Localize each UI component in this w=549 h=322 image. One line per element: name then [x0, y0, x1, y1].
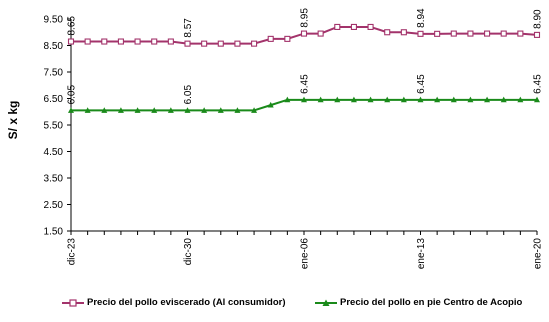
series-point: [84, 38, 91, 45]
data-label: 8.95: [300, 8, 311, 28]
data-label: 8.57: [183, 18, 194, 38]
series-point: [151, 107, 158, 113]
series-point: [217, 107, 224, 113]
series-point: [434, 96, 441, 103]
y-tick-label: 2.50: [44, 200, 64, 211]
series-point: [251, 107, 258, 113]
series-point: [167, 38, 174, 45]
legend-label-en-pie: Precio del pollo en pie Centro de Acopio: [340, 297, 523, 308]
series-point: [68, 107, 74, 113]
series-point: [334, 96, 341, 103]
x-tick-label: dic-30: [183, 238, 194, 266]
series-point: [234, 40, 241, 47]
y-tick-label: 8.50: [44, 41, 64, 52]
series-point: [434, 30, 441, 37]
series-point: [300, 30, 308, 37]
series-point: [533, 31, 541, 38]
series-point: [350, 23, 357, 31]
legend-marker-eviscerado: [62, 298, 84, 307]
series-point: [284, 35, 291, 42]
data-label: 6.05: [67, 85, 78, 105]
series-point: [84, 107, 91, 113]
axes: 1.50 2.50 3.50 4.50 5.50 6.50 7.50 8.50 9.50 dic-…: [44, 15, 544, 270]
x-tick-label: ene-06: [300, 238, 311, 270]
x-tick-label: ene-20: [533, 238, 544, 270]
series-point: [317, 96, 324, 103]
data-label: 6.05: [183, 85, 194, 105]
y-tick-label: 5.50: [44, 121, 64, 132]
series-point: [400, 29, 407, 36]
series-point: [267, 35, 274, 42]
series-point: [234, 107, 241, 113]
price-line-chart: S/ x kg 1.50 2.50 3.50 4.50 5.50 6.50 7.50 8.50…: [6, 8, 544, 270]
x-tick-label: dic-23: [67, 238, 78, 266]
series-point: [534, 96, 540, 103]
series-point: [500, 30, 507, 37]
series-point: [117, 107, 124, 113]
y-tick-label: 7.50: [44, 68, 64, 79]
data-label: 8.65: [67, 16, 78, 36]
series-point: [67, 38, 75, 45]
series-point: [201, 40, 208, 47]
series-point: [101, 107, 108, 113]
series-point: [167, 107, 174, 113]
data-labels-layer: 8.65 8.57 8.95 8.94 8.90 6.05 6.05 6.45 6.45 6.45: [67, 8, 544, 105]
series-point: [400, 96, 407, 103]
y-tick-label: 4.50: [44, 147, 64, 158]
series-point: [384, 96, 391, 103]
data-label: 6.45: [533, 74, 544, 94]
series-point: [101, 38, 108, 45]
y-tick-label: 9.50: [44, 15, 64, 26]
x-tick-label: ene-13: [416, 238, 427, 270]
series-point: [467, 30, 474, 37]
series-point: [284, 96, 291, 103]
series-point: [450, 30, 457, 37]
series-point: [500, 96, 507, 103]
y-tick-label: 1.50: [44, 227, 64, 238]
series-point: [151, 38, 158, 45]
series-point: [367, 23, 374, 31]
series-point: [317, 30, 324, 37]
series-point: [350, 96, 357, 103]
series-point: [117, 38, 124, 45]
series-point: [417, 96, 424, 103]
y-tick-label: 3.50: [44, 174, 64, 185]
y-tick-label: 6.50: [44, 94, 64, 105]
legend-item-en-pie: Precio del pollo en pie Centro de Acopio: [315, 297, 522, 308]
series-point: [467, 96, 474, 103]
legend: Precio del pollo eviscerado (Al consumid…: [0, 297, 549, 319]
series-point: [517, 96, 524, 103]
series-point: [384, 29, 391, 36]
series-point: [184, 107, 191, 113]
series-point: [367, 96, 374, 103]
data-label: 6.45: [300, 74, 311, 94]
series-layer: [67, 23, 541, 113]
data-label: 6.45: [416, 74, 427, 94]
series-point: [517, 30, 524, 37]
series-point: [217, 40, 224, 47]
series-point: [450, 96, 457, 103]
series-point: [484, 96, 491, 103]
y-axis-label: S/ x kg: [6, 101, 20, 140]
series-point: [267, 101, 274, 108]
series-point: [301, 96, 307, 103]
data-label: 8.90: [533, 9, 544, 29]
series-point: [334, 23, 341, 31]
legend-marker-en-pie: [315, 299, 337, 306]
series-point: [134, 38, 141, 45]
series-point: [134, 107, 141, 113]
data-label: 8.94: [416, 8, 427, 28]
series-point: [201, 107, 208, 113]
legend-label-eviscerado: Precio del pollo eviscerado (Al consumid…: [87, 297, 286, 308]
series-point: [184, 40, 191, 47]
series-point: [251, 40, 258, 47]
legend-item-eviscerado: Precio del pollo eviscerado (Al consumid…: [62, 297, 286, 308]
series-point: [484, 30, 491, 37]
series-point: [417, 30, 424, 37]
